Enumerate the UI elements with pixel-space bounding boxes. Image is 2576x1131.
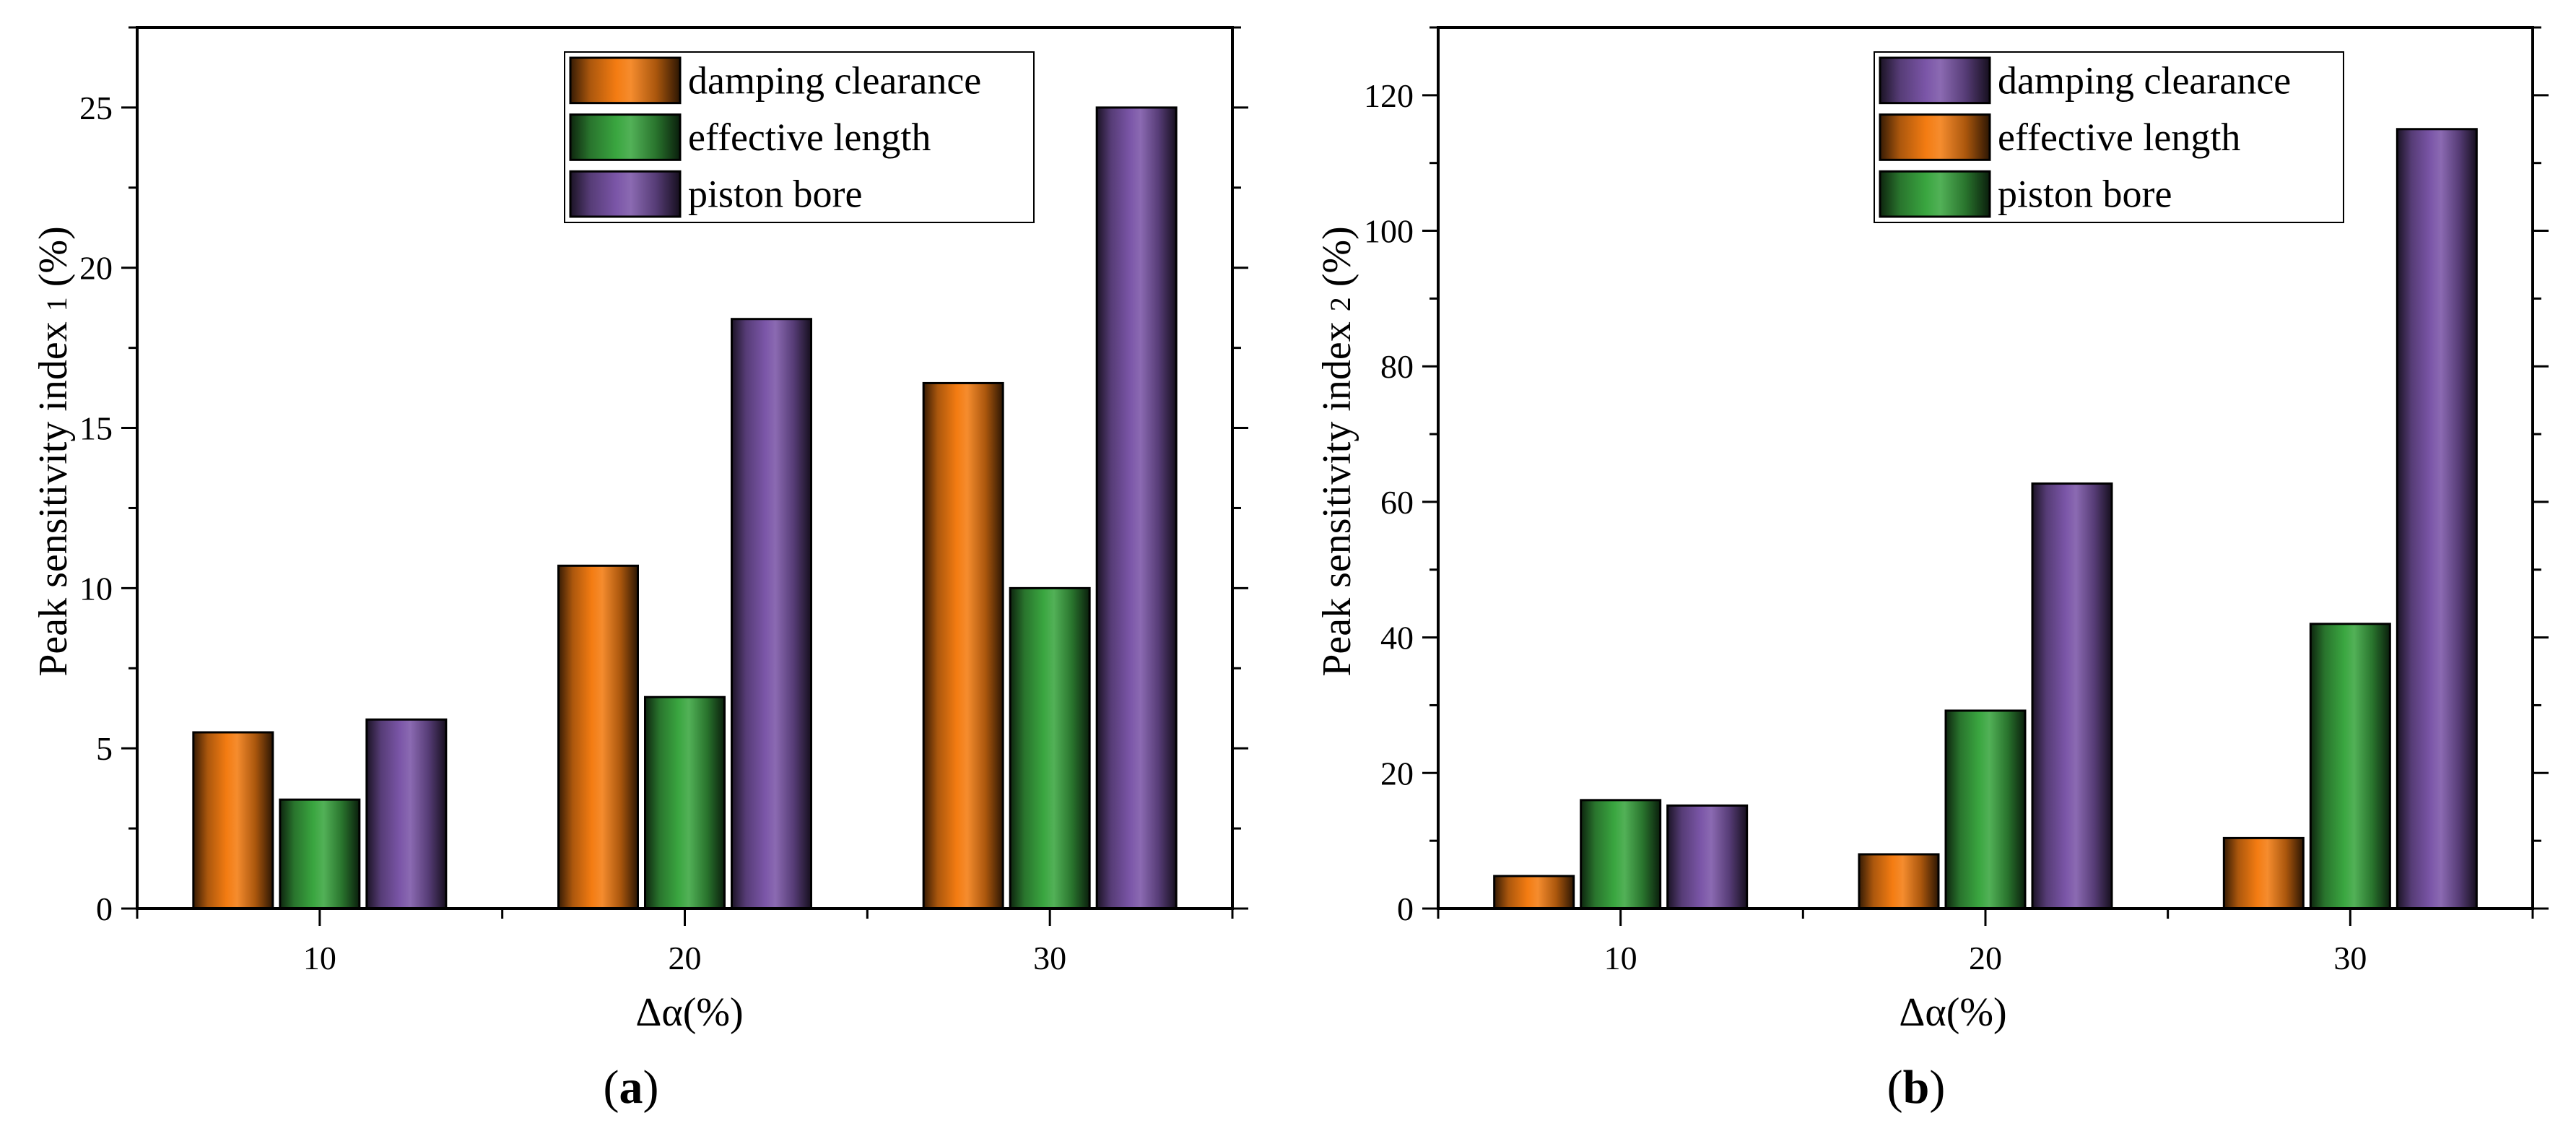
ytick-label: 40 [1380, 620, 1414, 656]
ytick-label: 20 [1380, 755, 1414, 792]
chart-b-xlabel: Δα(%) [1899, 990, 2006, 1035]
ytick-label: 5 [96, 730, 113, 767]
legend-label: effective length [688, 116, 931, 159]
ytick-label: 10 [79, 570, 113, 607]
bar-piston-bore-10 [1580, 799, 1662, 910]
chart-b-ticks: 0 20 40 60 80 100 120 10 20 30 [1364, 26, 2549, 976]
chart-b-bars [1493, 128, 2478, 910]
chart-b-ylabel: Peak sensitivity index 2 (%) [1315, 226, 1359, 676]
legend-swatch [569, 170, 682, 218]
bar-effective-length-10 [279, 798, 361, 910]
legend-label: piston bore [1998, 173, 2172, 216]
legend-swatch [1879, 56, 1991, 105]
xtick-label: 20 [1969, 940, 2002, 976]
ytick-label: 0 [1397, 890, 1414, 927]
xtick-label: 20 [669, 940, 702, 976]
chart-a-ylabel: Peak sensitivity index 1 (%) [31, 226, 76, 676]
bar-damping-clearance-30 [2396, 128, 2478, 910]
xtick-label: 10 [1604, 940, 1637, 976]
bar-piston-bore-10 [365, 718, 448, 910]
legend-swatch [569, 113, 682, 161]
legend-label: effective length [1998, 116, 2240, 159]
ytick-label: 60 [1380, 484, 1414, 521]
bar-piston-bore-30 [2309, 623, 2391, 910]
bar-damping-clearance-10 [192, 731, 274, 910]
ytick-label: 20 [79, 250, 113, 287]
bar-effective-length-10 [1493, 875, 1575, 910]
bar-piston-bore-30 [1095, 106, 1178, 910]
bar-effective-length-30 [2222, 836, 2305, 910]
bar-damping-clearance-30 [922, 381, 1004, 910]
bar-piston-bore-20 [1944, 709, 2027, 910]
legend-swatch [1879, 170, 1991, 218]
xtick-label: 30 [1033, 940, 1066, 976]
legend-label: damping clearance [688, 58, 981, 102]
legend-swatch [1879, 113, 1991, 161]
bar-piston-bore-20 [731, 318, 812, 910]
bar-effective-length-20 [1858, 853, 1940, 910]
chart-a-panel-label: (a) [604, 1061, 659, 1114]
chart-a-bars [192, 106, 1178, 910]
bar-effective-length-30 [1009, 586, 1091, 910]
chart-panel-a: Peak sensitivity index 1 (%) Δα(%) (a) 0… [31, 26, 1248, 1114]
chart-b-legend: damping clearance effective length piston … [1874, 51, 2344, 223]
chart-a-ticks: 0 5 10 15 20 25 10 20 30 [79, 26, 1248, 976]
chart-a-xlabel: Δα(%) [635, 990, 743, 1035]
xtick-label: 10 [303, 940, 336, 976]
chart-b-panel-label: (b) [1887, 1061, 1946, 1114]
bar-damping-clearance-10 [1666, 804, 1749, 910]
ytick-label: 120 [1364, 77, 1414, 114]
ytick-label: 80 [1380, 348, 1414, 385]
bar-effective-length-20 [644, 696, 726, 910]
legend-swatch [569, 56, 682, 105]
ytick-label: 0 [96, 890, 113, 927]
ytick-label: 100 [1364, 213, 1414, 250]
legend-label: damping clearance [1998, 58, 2291, 102]
chart-panel-b: Peak sensitivity index 2 (%) Δα(%) (b) 0… [1315, 26, 2549, 1114]
bar-damping-clearance-20 [557, 564, 639, 910]
bar-damping-clearance-20 [2031, 482, 2113, 910]
ytick-label: 15 [79, 410, 113, 447]
xtick-label: 30 [2333, 940, 2367, 976]
chart-a-legend: damping clearance effective length piston … [564, 51, 1035, 223]
legend-label: piston bore [688, 173, 862, 216]
ytick-label: 25 [79, 90, 113, 126]
